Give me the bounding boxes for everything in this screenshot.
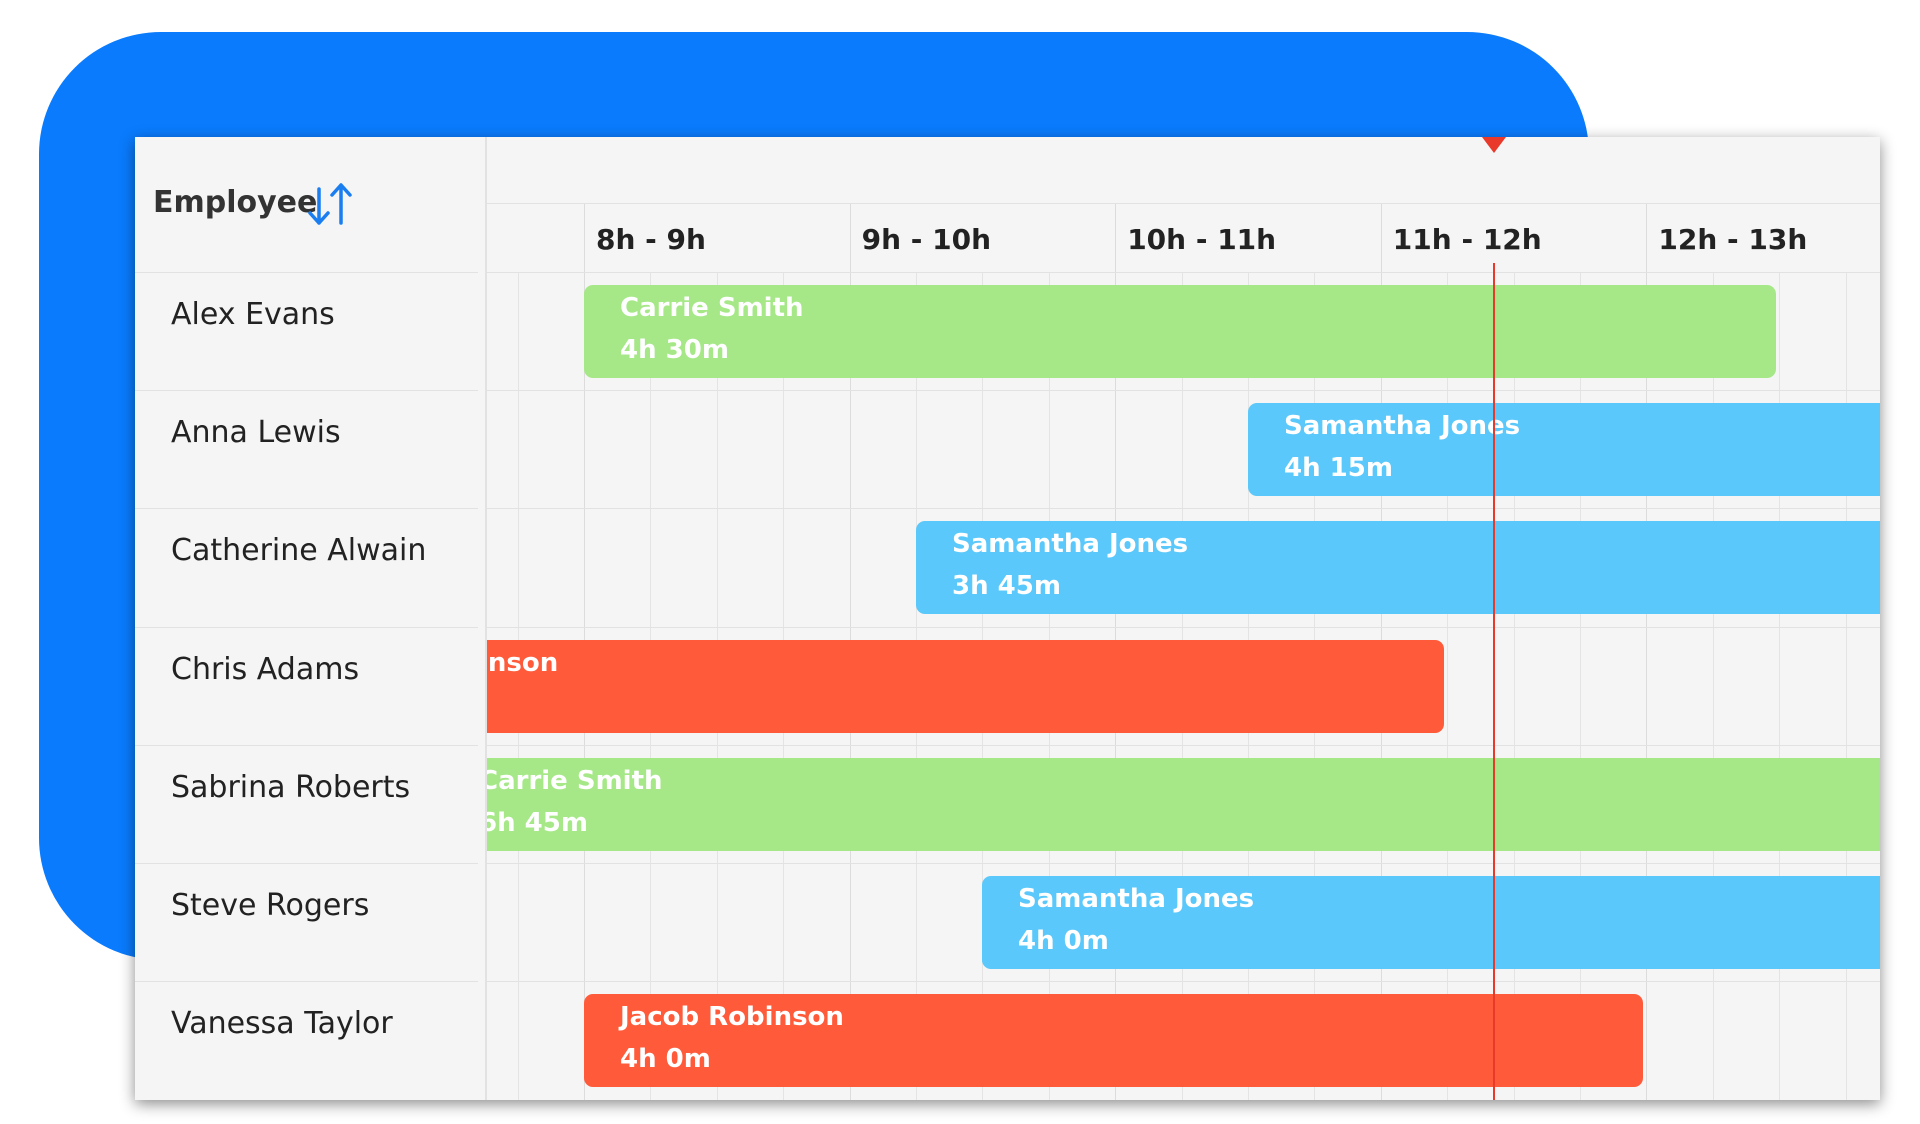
event-duration: 4h 15m xyxy=(1284,453,1393,484)
event-duration: 4h 0m xyxy=(1018,926,1109,956)
column-header: 9h - 10h xyxy=(861,223,992,256)
row-line xyxy=(487,272,1880,273)
row-line xyxy=(487,626,1880,628)
event[interactable]: Carrie Smith 6h 45m xyxy=(487,757,1880,851)
row-line xyxy=(487,508,1880,510)
employee-name: Steve Rogers xyxy=(171,888,370,923)
event[interactable]: Samantha Jones 4h 15m xyxy=(1248,403,1880,497)
separator xyxy=(485,137,487,1100)
column-header: 11h - 12h xyxy=(1392,223,1542,256)
event-name: Samantha Jones xyxy=(1284,411,1521,442)
header-line xyxy=(487,203,1880,204)
column-header: 8h - 9h xyxy=(596,223,706,256)
event[interactable]: Samantha Jones 3h 45m xyxy=(916,521,1880,615)
grid-line xyxy=(1447,272,1449,1100)
employee-row: Steve Rogers xyxy=(135,863,478,981)
grid-line xyxy=(1513,272,1515,1100)
employee-row: Sabrina Roberts xyxy=(135,744,478,863)
now-line xyxy=(1493,263,1495,1100)
sort-icon[interactable] xyxy=(307,179,357,231)
employee-name: Catherine Alwain xyxy=(171,533,427,569)
row-line xyxy=(487,744,1880,746)
event-name: Samantha Jones xyxy=(1018,884,1255,914)
column-divider xyxy=(1646,203,1648,1100)
row-line xyxy=(487,863,1880,864)
grid-line xyxy=(1712,272,1714,1100)
employee-row: Chris Adams xyxy=(135,626,478,745)
event-duration: 6h 45m xyxy=(487,807,588,838)
event-duration: 4h 0m xyxy=(620,1044,711,1075)
event[interactable]: Carrie Smith 4h 30m xyxy=(584,285,1776,378)
employee-name: Sabrina Roberts xyxy=(171,769,411,805)
event-duration: 4h 30m xyxy=(620,335,729,365)
employee-name: Anna Lewis xyxy=(171,415,341,451)
timeline: 8h - 9h 9h - 10h 10h - 11h 11h - 12h 12h - 1… xyxy=(487,137,1880,1100)
grid-line xyxy=(1580,272,1581,1100)
employee-column: Employee Alex Evans Anna Lewis Catherine A… xyxy=(135,137,478,1100)
event-name: inson xyxy=(487,647,559,678)
employee-row: Vanessa Taylor xyxy=(135,981,478,1099)
grid-line xyxy=(1779,272,1781,1100)
employee-row: Catherine Alwain xyxy=(135,508,478,626)
scheduler: Employee Alex Evans Anna Lewis Catherine A… xyxy=(135,137,1880,1100)
employee-row: Alex Evans xyxy=(135,272,478,390)
event-duration: 3h 45m xyxy=(952,571,1061,602)
row-line xyxy=(487,390,1880,392)
event[interactable]: inson xyxy=(487,639,1444,733)
event-name: Samantha Jones xyxy=(952,529,1189,560)
event[interactable]: Samantha Jones 4h 0m xyxy=(982,876,1880,969)
employee-row: Anna Lewis xyxy=(135,390,478,508)
event-name: Carrie Smith xyxy=(620,293,804,323)
employee-name: Alex Evans xyxy=(171,297,335,332)
event-name: Jacob Robinson xyxy=(620,1002,844,1033)
employee-name: Vanessa Taylor xyxy=(171,1006,393,1042)
employee-name: Chris Adams xyxy=(171,651,360,687)
column-header: 10h - 11h xyxy=(1127,223,1277,256)
column-title[interactable]: Employee xyxy=(153,185,318,220)
grid-line xyxy=(1845,272,1847,1100)
column-header: 12h - 13h xyxy=(1658,223,1808,256)
now-marker xyxy=(1482,137,1506,153)
event-name: Carrie Smith xyxy=(487,765,663,796)
event[interactable]: Jacob Robinson 4h 0m xyxy=(584,994,1643,1088)
row-line xyxy=(487,981,1880,983)
